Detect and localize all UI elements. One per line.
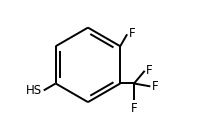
Text: HS: HS — [26, 84, 42, 97]
Text: F: F — [152, 80, 158, 93]
Text: F: F — [146, 64, 153, 77]
Text: F: F — [129, 27, 135, 40]
Text: F: F — [131, 102, 137, 115]
